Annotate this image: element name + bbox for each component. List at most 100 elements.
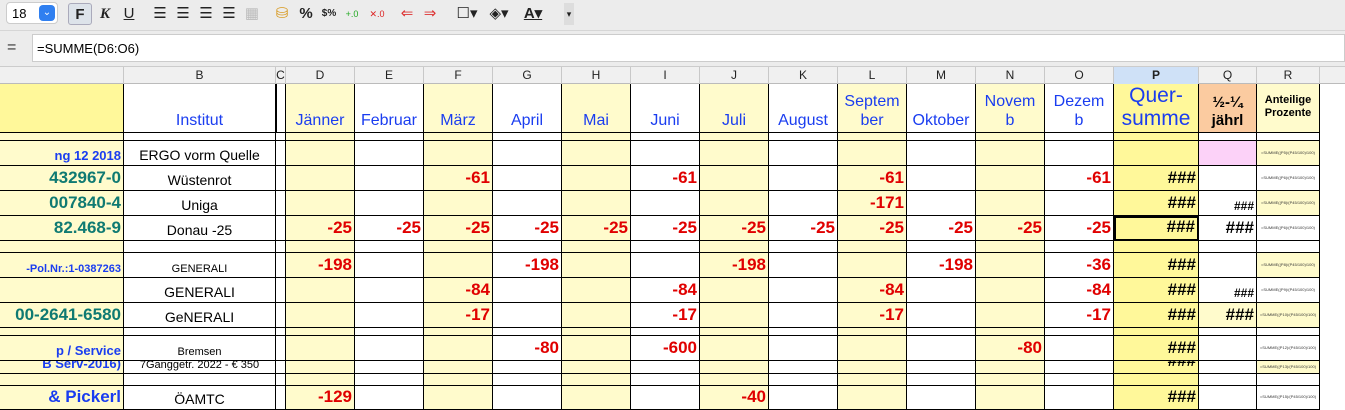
value-cell-E[interactable] xyxy=(355,336,424,361)
row-label[interactable]: 00-2641-6580 xyxy=(0,303,124,328)
spacer-cell[interactable] xyxy=(976,374,1045,386)
halbjahr-cell[interactable] xyxy=(1199,386,1257,410)
font-size-select[interactable]: 18 ⌄ xyxy=(6,2,58,24)
value-cell-J[interactable]: -40 xyxy=(700,386,769,410)
toolbar-overflow-button[interactable]: ▾ xyxy=(564,3,574,25)
value-cell-F[interactable] xyxy=(424,336,493,361)
value-cell-C[interactable] xyxy=(276,278,286,303)
value-cell-F[interactable] xyxy=(424,253,493,278)
fill-color-icon[interactable]: ◈▾ xyxy=(489,5,509,22)
prozent-cell[interactable]: =SUMME((P9)/(P45/100)/100) xyxy=(1257,278,1320,303)
spacer-cell[interactable] xyxy=(424,328,493,336)
header-I[interactable]: Juni xyxy=(631,84,700,133)
value-cell-J[interactable] xyxy=(700,361,769,374)
value-cell-D[interactable] xyxy=(286,303,355,328)
header-O[interactable]: Dezem b xyxy=(1045,84,1114,133)
spacer-cell[interactable] xyxy=(1045,374,1114,386)
value-cell-G[interactable] xyxy=(493,386,562,410)
value-cell-H[interactable] xyxy=(562,361,631,374)
prozent-cell[interactable]: =SUMME((P13)/(P45/100)/100) xyxy=(1257,361,1320,374)
institut-cell[interactable]: Donau -25 xyxy=(124,216,276,241)
underline-button[interactable]: U xyxy=(123,5,135,22)
value-cell-L[interactable]: -84 xyxy=(838,278,907,303)
value-cell-C[interactable] xyxy=(276,386,286,410)
spacer-cell[interactable] xyxy=(286,241,355,253)
value-cell-I[interactable] xyxy=(631,141,700,166)
value-cell-G[interactable]: -80 xyxy=(493,336,562,361)
increase-indent-icon[interactable]: ⇒ xyxy=(423,5,437,22)
value-cell-N[interactable] xyxy=(976,253,1045,278)
spacer-cell[interactable] xyxy=(631,241,700,253)
spacer-cell[interactable] xyxy=(0,328,124,336)
column-header-D[interactable]: D xyxy=(286,67,355,84)
value-cell-F[interactable]: -84 xyxy=(424,278,493,303)
spacer-cell[interactable] xyxy=(0,374,124,386)
value-cell-M[interactable]: -198 xyxy=(907,253,976,278)
row-label[interactable]: -Pol.Nr.:1-0387263 xyxy=(0,253,124,278)
value-cell-O[interactable] xyxy=(1045,386,1114,410)
value-cell-M[interactable]: -25 xyxy=(907,216,976,241)
institut-cell[interactable]: Uniga xyxy=(124,191,276,216)
value-cell-L[interactable] xyxy=(838,253,907,278)
value-cell-L[interactable]: -61 xyxy=(838,166,907,191)
value-cell-J[interactable] xyxy=(700,191,769,216)
column-header-L[interactable]: L xyxy=(838,67,907,84)
value-cell-G[interactable]: -25 xyxy=(493,216,562,241)
value-cell-M[interactable] xyxy=(907,361,976,374)
spacer-cell[interactable] xyxy=(286,328,355,336)
spacer-cell[interactable] xyxy=(276,374,286,386)
decrease-indent-icon[interactable]: ⇐ xyxy=(400,5,414,22)
spacer-cell[interactable] xyxy=(838,241,907,253)
halbjahr-cell[interactable]: ### xyxy=(1199,278,1257,303)
row-label[interactable]: 432967-0 xyxy=(0,166,124,191)
value-cell-J[interactable] xyxy=(700,141,769,166)
institut-cell[interactable]: Wüstenrot xyxy=(124,166,276,191)
institut-cell[interactable]: ERGO vorm Quelle xyxy=(124,141,276,166)
value-cell-M[interactable] xyxy=(907,303,976,328)
column-header-K[interactable]: K xyxy=(769,67,838,84)
spacer-cell[interactable] xyxy=(493,328,562,336)
spacer-cell[interactable] xyxy=(769,374,838,386)
borders-icon[interactable]: ☐▾ xyxy=(456,5,478,22)
spacer-cell[interactable] xyxy=(838,133,907,141)
spacer-cell[interactable] xyxy=(493,133,562,141)
value-cell-M[interactable] xyxy=(907,141,976,166)
value-cell-D[interactable] xyxy=(286,361,355,374)
value-cell-D[interactable]: -198 xyxy=(286,253,355,278)
column-header-Q[interactable]: Q xyxy=(1199,67,1257,84)
value-cell-H[interactable] xyxy=(562,253,631,278)
spacer-cell[interactable] xyxy=(493,241,562,253)
value-cell-N[interactable] xyxy=(976,191,1045,216)
row-label[interactable]: 007840-4 xyxy=(0,191,124,216)
value-cell-D[interactable]: -129 xyxy=(286,386,355,410)
value-cell-M[interactable] xyxy=(907,166,976,191)
column-header-I[interactable]: I xyxy=(631,67,700,84)
header-Q[interactable]: ½-¼ jährl xyxy=(1199,84,1257,133)
spacer-cell[interactable] xyxy=(0,133,124,141)
value-cell-K[interactable] xyxy=(769,361,838,374)
prozent-cell[interactable]: =SUMME((P10)/(P45/100)/100) xyxy=(1257,303,1320,328)
value-cell-O[interactable]: -25 xyxy=(1045,216,1114,241)
spacer-cell[interactable] xyxy=(1045,241,1114,253)
spacer-cell[interactable] xyxy=(562,241,631,253)
value-cell-C[interactable] xyxy=(276,303,286,328)
currency-icon[interactable]: ⛁ xyxy=(275,5,289,22)
spacer-cell[interactable] xyxy=(493,374,562,386)
value-cell-O[interactable]: -84 xyxy=(1045,278,1114,303)
spacer-cell[interactable] xyxy=(124,241,276,253)
spacer-cell[interactable] xyxy=(276,328,286,336)
value-cell-I[interactable] xyxy=(631,386,700,410)
value-cell-I[interactable]: -600 xyxy=(631,336,700,361)
value-cell-L[interactable] xyxy=(838,141,907,166)
value-cell-M[interactable] xyxy=(907,336,976,361)
spacer-cell[interactable] xyxy=(1114,241,1199,253)
spacer-cell[interactable] xyxy=(424,133,493,141)
value-cell-O[interactable] xyxy=(1045,141,1114,166)
value-cell-F[interactable]: -61 xyxy=(424,166,493,191)
institut-cell[interactable]: 7Ganggetr. 2022 - € 350 xyxy=(124,361,276,374)
prozent-cell[interactable]: =SUMME((P5)/(P45/100)/100) xyxy=(1257,141,1320,166)
spacer-cell[interactable] xyxy=(631,133,700,141)
value-cell-J[interactable] xyxy=(700,303,769,328)
spacer-cell[interactable] xyxy=(562,328,631,336)
spacer-cell[interactable] xyxy=(700,133,769,141)
